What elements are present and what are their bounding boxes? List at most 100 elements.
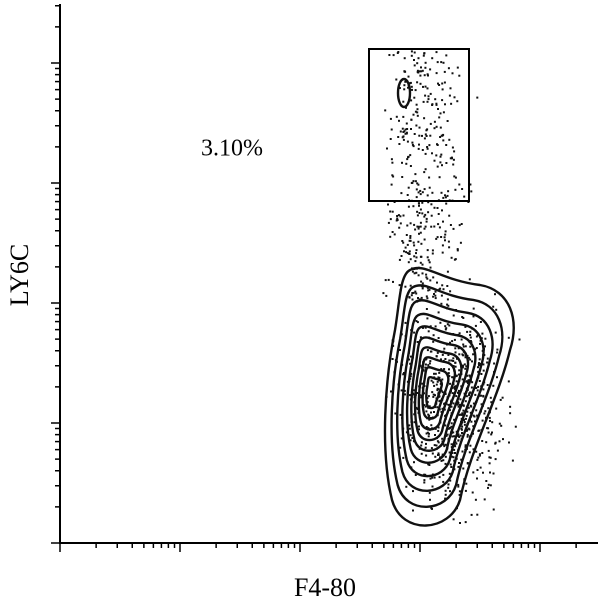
event-dot	[417, 191, 420, 194]
event-dot	[498, 422, 501, 425]
event-dot	[429, 92, 432, 95]
event-dot	[444, 493, 447, 496]
event-dot	[426, 147, 429, 150]
event-dot	[415, 188, 418, 191]
event-dot	[425, 295, 428, 298]
event-dot	[418, 425, 420, 428]
event-dot	[416, 69, 419, 72]
event-dot	[403, 250, 405, 253]
event-dot	[436, 406, 439, 409]
event-dot	[430, 214, 433, 217]
event-dot	[425, 426, 428, 428]
event-dot	[449, 426, 451, 429]
event-dot	[433, 476, 436, 479]
event-dot	[481, 452, 484, 454]
event-dot	[429, 279, 432, 282]
event-dot	[451, 435, 454, 438]
event-dot	[458, 74, 461, 77]
event-dot	[414, 290, 417, 293]
event-dot	[493, 362, 496, 365]
event-dot	[424, 405, 427, 408]
event-dot	[429, 360, 432, 363]
event-dot	[421, 201, 424, 204]
event-dot	[424, 225, 427, 228]
event-dot	[452, 456, 455, 459]
event-dot	[446, 194, 449, 197]
event-dot	[460, 223, 463, 225]
event-dot	[468, 278, 471, 281]
event-dot	[467, 379, 470, 382]
event-dot	[450, 405, 453, 408]
event-dot	[441, 353, 444, 356]
event-dot	[432, 340, 435, 343]
event-dot	[489, 396, 492, 399]
event-dot	[435, 237, 438, 240]
event-dot	[486, 361, 489, 364]
event-dot	[413, 64, 416, 67]
event-dot	[398, 119, 400, 122]
event-dot	[454, 176, 457, 179]
event-dot	[453, 175, 456, 178]
event-dot	[412, 241, 415, 244]
event-dot	[470, 513, 473, 516]
event-dot	[404, 128, 407, 131]
event-dot	[440, 153, 443, 156]
event-dot	[465, 380, 468, 383]
event-dot	[399, 349, 401, 351]
event-dot	[420, 280, 423, 283]
event-dot	[437, 376, 440, 379]
event-dot	[448, 246, 451, 249]
event-dot	[458, 413, 461, 416]
event-dot	[392, 280, 394, 283]
event-dot	[432, 276, 435, 279]
event-dot	[425, 454, 428, 457]
event-dot	[435, 125, 438, 128]
event-dot	[472, 307, 475, 310]
event-dot	[416, 62, 419, 65]
event-dot	[475, 409, 478, 412]
event-dot	[459, 434, 462, 437]
event-dot	[426, 100, 429, 103]
event-dot	[427, 95, 430, 98]
event-dot	[464, 356, 467, 359]
event-dot	[448, 375, 451, 377]
event-dot	[395, 78, 398, 81]
event-dot	[412, 113, 415, 116]
event-dot	[420, 441, 423, 444]
event-dot	[429, 498, 431, 501]
event-dot	[400, 389, 403, 392]
event-dot	[403, 57, 406, 60]
event-dot	[476, 469, 479, 471]
event-dot	[391, 161, 394, 164]
ticks	[51, 4, 577, 552]
event-dot	[480, 373, 483, 375]
event-dot	[432, 381, 435, 384]
event-dot	[496, 376, 498, 379]
event-dot	[444, 196, 447, 199]
event-dot	[413, 133, 416, 135]
event-dot	[435, 355, 438, 358]
event-dot	[441, 164, 443, 167]
event-dot	[431, 252, 434, 255]
event-dot	[449, 87, 452, 90]
event-dot	[426, 297, 429, 300]
event-dot	[452, 402, 455, 405]
event-dot	[449, 490, 451, 493]
event-dot	[476, 513, 479, 516]
event-dot	[425, 129, 428, 132]
event-dot	[424, 473, 427, 476]
event-dot	[427, 201, 430, 204]
event-dot	[412, 145, 415, 148]
event-dot	[462, 404, 465, 407]
event-dot	[419, 189, 422, 192]
event-dot	[427, 413, 430, 416]
event-dot	[418, 212, 421, 214]
event-dot	[393, 233, 396, 236]
event-dot	[412, 490, 414, 493]
event-dot	[437, 223, 440, 226]
event-dot	[461, 412, 464, 415]
event-dot	[390, 183, 393, 186]
event-dot	[427, 330, 430, 333]
event-dot	[419, 336, 422, 339]
event-dot	[428, 491, 431, 494]
